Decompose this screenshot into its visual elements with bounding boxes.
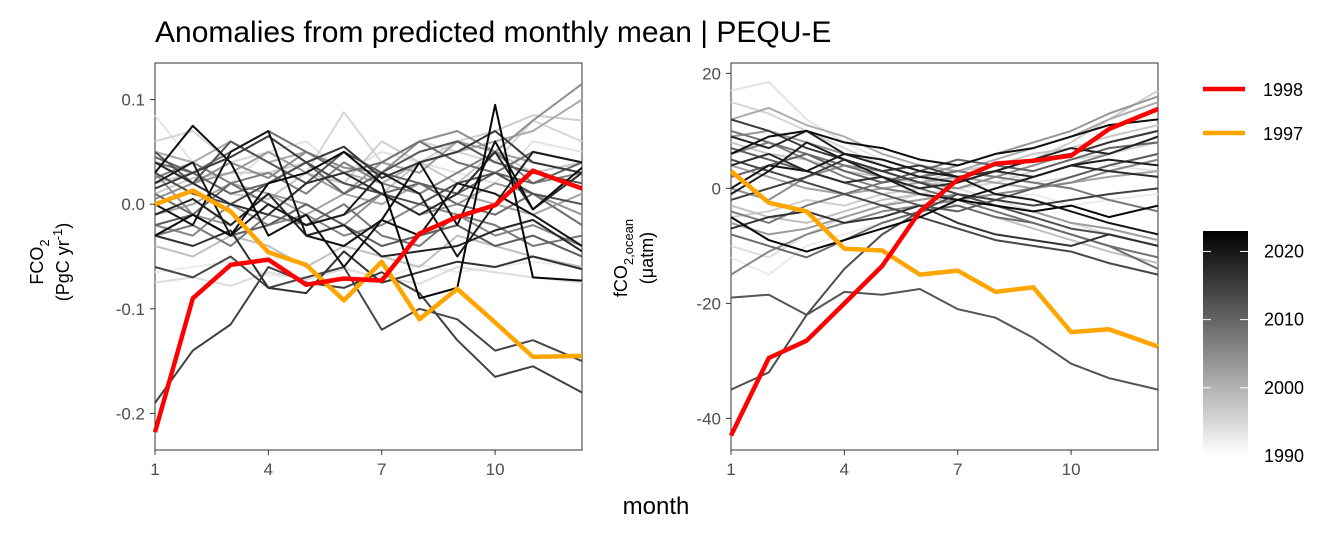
right-series-line-2009 (730, 141, 1159, 184)
right-series-line-1994 (730, 89, 1159, 219)
right-y-tick-label: -40 (696, 409, 721, 428)
left-series-line-2005 (154, 150, 583, 195)
left-y-axis: -0.2 -0.1 0.0 0.1 (116, 91, 155, 423)
colorbar (1203, 231, 1248, 456)
colorbar-tick-label: 2010 (1264, 310, 1304, 330)
right-series-line-2022 (730, 198, 1159, 253)
left-series-line-1992 (154, 266, 583, 287)
left-y-axis-unit: (PgC yr-1) (50, 223, 73, 302)
colorbar-tick-label: 2000 (1264, 378, 1304, 398)
left-plot-frame (154, 62, 583, 451)
left-x-tick-label: 4 (264, 460, 273, 479)
left-x-tick-label: 10 (486, 460, 505, 479)
right-panel: -40 -20 0 20 1 4 7 10 fCO2,ocean (μatm) (611, 62, 1159, 479)
colorbar-tick-label: 2020 (1264, 241, 1304, 261)
left-y-tick-label: -0.2 (116, 404, 145, 423)
right-y-tick-label: 0 (712, 179, 721, 198)
right-series-line-2016 (730, 204, 1159, 247)
right-series-line-2017 (730, 152, 1159, 190)
right-series-line-2021 (730, 118, 1159, 167)
right-series-line-1997 (729, 169, 1159, 349)
right-series-line-1998 (728, 106, 1159, 437)
left-series-line-2022 (154, 103, 583, 300)
chart-title: Anomalies from predicted monthly mean | … (155, 16, 831, 49)
right-y-tick-label: -20 (696, 294, 721, 313)
left-series-line-2008 (154, 182, 583, 227)
right-y-axis: -40 -20 0 20 (696, 64, 731, 428)
right-x-tick-label: 10 (1062, 460, 1081, 479)
left-y-tick-label: -0.1 (116, 300, 145, 319)
right-series-line-1995 (730, 124, 1159, 184)
legend-label-1998: 1998 (1263, 80, 1303, 100)
right-series-line-2014 (730, 158, 1159, 207)
left-x-axis: 1 4 7 10 (150, 450, 505, 479)
colorbar-tick-label: 1990 (1264, 446, 1304, 466)
left-background-series (154, 83, 583, 404)
left-series-line-2017 (154, 150, 583, 216)
right-x-tick-label: 7 (953, 460, 962, 479)
right-y-tick-label: 20 (702, 64, 721, 83)
right-y-axis-unit: (μatm) (637, 232, 657, 284)
left-series-line-2019 (154, 150, 583, 258)
left-series-line-2000 (154, 182, 583, 216)
left-panel: -0.2 -0.1 0.0 0.1 1 4 7 10 FCO2 (PgC yr-1) (27, 62, 583, 479)
left-series-line-2013 (154, 255, 583, 363)
right-series-line-2013 (730, 158, 1159, 276)
left-y-tick-label: 0.1 (121, 91, 145, 110)
x-axis-label: month (623, 493, 690, 520)
right-highlight-series (728, 106, 1159, 437)
right-series-line-2012 (730, 193, 1159, 391)
right-series-line-2020 (730, 152, 1159, 236)
left-y-axis-label: FCO2 (27, 239, 52, 284)
right-x-axis: 1 4 7 10 (726, 450, 1081, 479)
left-x-tick-label: 1 (150, 460, 159, 479)
right-y-axis-label: fCO2,ocean (611, 219, 636, 297)
right-series-line-1996 (730, 193, 1159, 265)
right-series-line-2011 (730, 288, 1159, 391)
left-x-tick-label: 7 (377, 460, 386, 479)
right-x-tick-label: 1 (726, 460, 735, 479)
left-series-line-2021 (154, 124, 583, 268)
left-highlight-series (152, 168, 583, 433)
left-series-line-2018 (154, 192, 583, 258)
legend-label-1997: 1997 (1263, 124, 1303, 144)
left-y-tick-label: 0.0 (121, 195, 145, 214)
legend: 1998 1997 2020 2010 2000 1990 (1203, 80, 1304, 466)
left-series-line-2012 (154, 161, 583, 206)
left-series-line-1996 (154, 234, 583, 268)
colorbar-ticks: 2020 2010 2000 1990 (1203, 241, 1304, 466)
left-series-line-1998 (152, 168, 583, 433)
right-background-series (730, 81, 1159, 391)
right-x-tick-label: 4 (840, 460, 849, 479)
